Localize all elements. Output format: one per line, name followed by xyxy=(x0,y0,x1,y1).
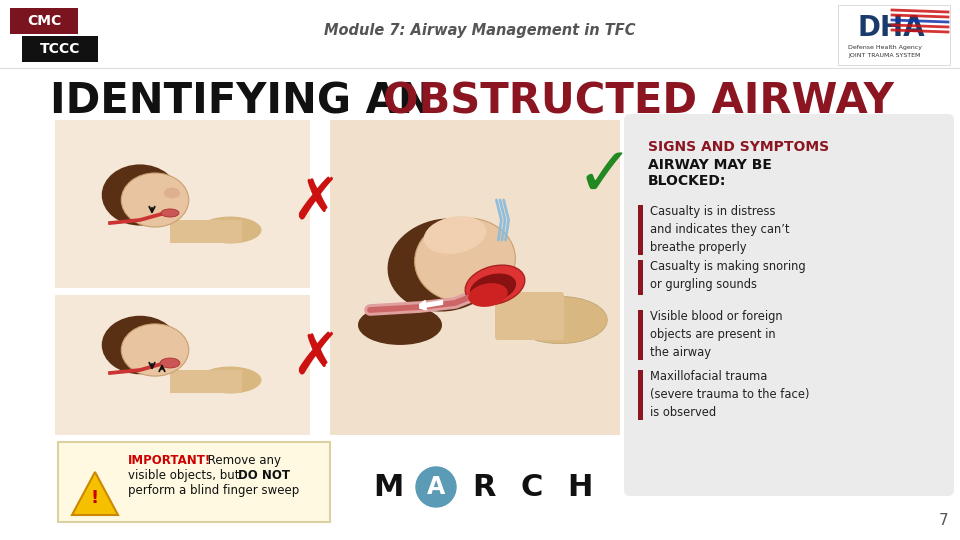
Text: CMC: CMC xyxy=(27,14,61,28)
Text: ✗: ✗ xyxy=(292,174,341,232)
Text: JOINT TRAUMA SYSTEM: JOINT TRAUMA SYSTEM xyxy=(848,52,921,57)
Ellipse shape xyxy=(121,173,189,227)
Text: DHA: DHA xyxy=(857,14,924,42)
Text: Maxillofacial trauma
(severe trauma to the face)
is observed: Maxillofacial trauma (severe trauma to t… xyxy=(650,370,809,419)
Text: Casualty is making snoring
or gurgling sounds: Casualty is making snoring or gurgling s… xyxy=(650,260,805,291)
Text: Casualty is in distress
and indicates they can’t
breathe properly: Casualty is in distress and indicates th… xyxy=(650,205,789,254)
Ellipse shape xyxy=(415,218,516,302)
Text: ✓: ✓ xyxy=(576,143,635,210)
Text: M: M xyxy=(372,472,403,502)
Ellipse shape xyxy=(466,265,525,305)
Text: IDENTIFYING AN: IDENTIFYING AN xyxy=(50,81,447,123)
Ellipse shape xyxy=(102,164,179,226)
Text: Module 7: Airway Management in TFC: Module 7: Airway Management in TFC xyxy=(324,23,636,37)
Ellipse shape xyxy=(513,296,608,343)
Ellipse shape xyxy=(199,367,261,394)
Text: OBSTRUCTED AIRWAY: OBSTRUCTED AIRWAY xyxy=(383,81,894,123)
Bar xyxy=(638,370,643,420)
Ellipse shape xyxy=(388,218,502,312)
Bar xyxy=(55,295,310,435)
Ellipse shape xyxy=(173,203,183,217)
Ellipse shape xyxy=(161,209,179,217)
FancyBboxPatch shape xyxy=(495,292,564,340)
Text: Remove any: Remove any xyxy=(204,454,281,467)
Ellipse shape xyxy=(121,324,189,376)
Text: H: H xyxy=(567,472,592,502)
Text: IMPORTANT!: IMPORTANT! xyxy=(128,454,211,467)
Bar xyxy=(170,220,242,242)
Text: Defense Health Agency: Defense Health Agency xyxy=(848,44,922,50)
Bar xyxy=(330,120,620,435)
Ellipse shape xyxy=(173,352,183,366)
Text: Visible blood or foreign
objects are present in
the airway: Visible blood or foreign objects are pre… xyxy=(650,310,782,359)
Text: TCCC: TCCC xyxy=(39,42,81,56)
Text: A: A xyxy=(427,475,445,499)
Bar xyxy=(638,205,643,255)
Bar xyxy=(22,36,98,62)
Ellipse shape xyxy=(164,187,180,198)
Text: C: C xyxy=(521,472,543,502)
Bar xyxy=(638,310,643,360)
Ellipse shape xyxy=(468,283,508,307)
Text: 7: 7 xyxy=(938,513,948,528)
Ellipse shape xyxy=(199,217,261,244)
Text: visible objects, but: visible objects, but xyxy=(128,469,243,482)
Text: SIGNS AND SYMPTOMS: SIGNS AND SYMPTOMS xyxy=(648,140,829,154)
Text: !: ! xyxy=(91,489,99,507)
Text: perform a blind finger sweep: perform a blind finger sweep xyxy=(128,484,300,497)
FancyBboxPatch shape xyxy=(624,114,954,496)
Text: ✗: ✗ xyxy=(292,329,341,387)
Ellipse shape xyxy=(358,305,442,345)
Bar xyxy=(55,120,310,288)
Text: R: R xyxy=(472,472,495,502)
Ellipse shape xyxy=(102,316,179,374)
Ellipse shape xyxy=(423,216,486,254)
Ellipse shape xyxy=(160,358,180,368)
Text: DO NOT: DO NOT xyxy=(238,469,290,482)
Polygon shape xyxy=(72,472,118,515)
Bar xyxy=(638,260,643,295)
Bar xyxy=(10,8,78,34)
Text: BLOCKED:: BLOCKED: xyxy=(648,174,727,188)
Bar xyxy=(170,370,242,393)
Ellipse shape xyxy=(469,273,516,302)
Circle shape xyxy=(416,467,456,507)
Bar xyxy=(58,442,330,522)
Text: AIRWAY MAY BE: AIRWAY MAY BE xyxy=(648,158,772,172)
Bar xyxy=(838,5,950,65)
